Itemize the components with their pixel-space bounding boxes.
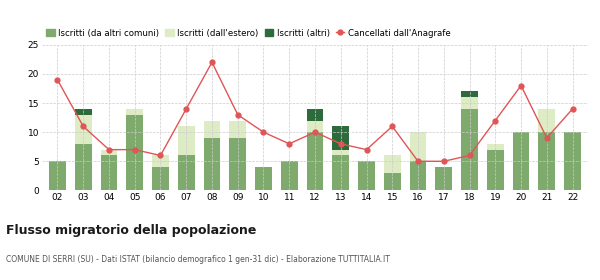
- Bar: [564, 132, 581, 190]
- Bar: [307, 132, 323, 190]
- Bar: [178, 126, 194, 155]
- Bar: [152, 155, 169, 167]
- Bar: [255, 167, 272, 190]
- Text: COMUNE DI SERRI (SU) - Dati ISTAT (bilancio demografico 1 gen-31 dic) - Elaboraz: COMUNE DI SERRI (SU) - Dati ISTAT (bilan…: [6, 255, 390, 264]
- Bar: [101, 155, 118, 190]
- Bar: [203, 120, 220, 138]
- Bar: [410, 132, 427, 161]
- Text: Flusso migratorio della popolazione: Flusso migratorio della popolazione: [6, 224, 256, 237]
- Bar: [178, 155, 194, 190]
- Bar: [461, 97, 478, 109]
- Bar: [203, 138, 220, 190]
- Bar: [461, 91, 478, 97]
- Bar: [332, 155, 349, 190]
- Bar: [538, 109, 555, 132]
- Bar: [358, 161, 375, 190]
- Bar: [410, 161, 427, 190]
- Bar: [281, 161, 298, 190]
- Bar: [461, 109, 478, 190]
- Bar: [384, 155, 401, 173]
- Bar: [538, 132, 555, 190]
- Bar: [127, 109, 143, 115]
- Bar: [487, 144, 503, 150]
- Bar: [75, 115, 92, 144]
- Bar: [384, 173, 401, 190]
- Bar: [307, 109, 323, 120]
- Bar: [229, 138, 246, 190]
- Bar: [101, 150, 118, 155]
- Bar: [332, 150, 349, 155]
- Bar: [512, 132, 529, 190]
- Bar: [436, 167, 452, 190]
- Bar: [307, 120, 323, 132]
- Bar: [127, 115, 143, 190]
- Bar: [487, 150, 503, 190]
- Bar: [75, 144, 92, 190]
- Bar: [75, 109, 92, 115]
- Legend: Iscritti (da altri comuni), Iscritti (dall'estero), Iscritti (altri), Cancellati: Iscritti (da altri comuni), Iscritti (da…: [46, 29, 451, 38]
- Bar: [49, 161, 66, 190]
- Bar: [152, 167, 169, 190]
- Bar: [229, 120, 246, 138]
- Bar: [332, 126, 349, 150]
